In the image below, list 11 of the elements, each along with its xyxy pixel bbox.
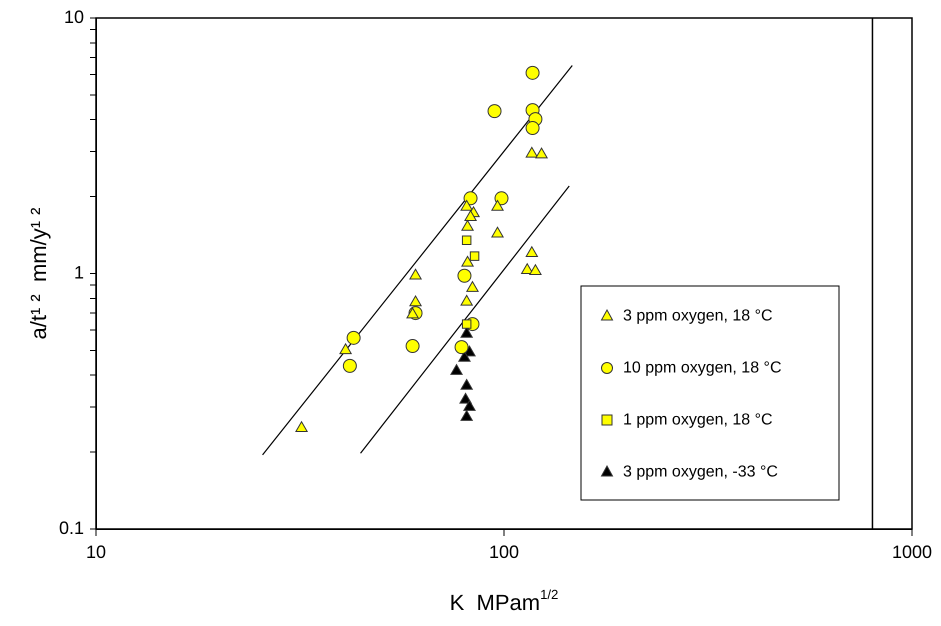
- legend-label: 3 ppm oxygen, -33 °C: [623, 463, 778, 480]
- x-tick-label: 100: [488, 542, 520, 562]
- y-tick-label: 0.1: [58, 518, 84, 538]
- legend-label: 1 ppm oxygen, 18 °C: [623, 411, 773, 428]
- y-axis-title: a/t¹ ² mm/y¹ ²: [26, 208, 52, 340]
- y-tick-label: 10: [64, 6, 84, 27]
- y-tick-label: 1: [74, 262, 84, 282]
- x-tick-label: 10: [86, 542, 106, 562]
- x-tick-label: 1000: [892, 542, 932, 562]
- legend-label: 3 ppm oxygen, 18 °C: [623, 307, 773, 324]
- legend-label: 10 ppm oxygen, 18 °C: [623, 359, 782, 376]
